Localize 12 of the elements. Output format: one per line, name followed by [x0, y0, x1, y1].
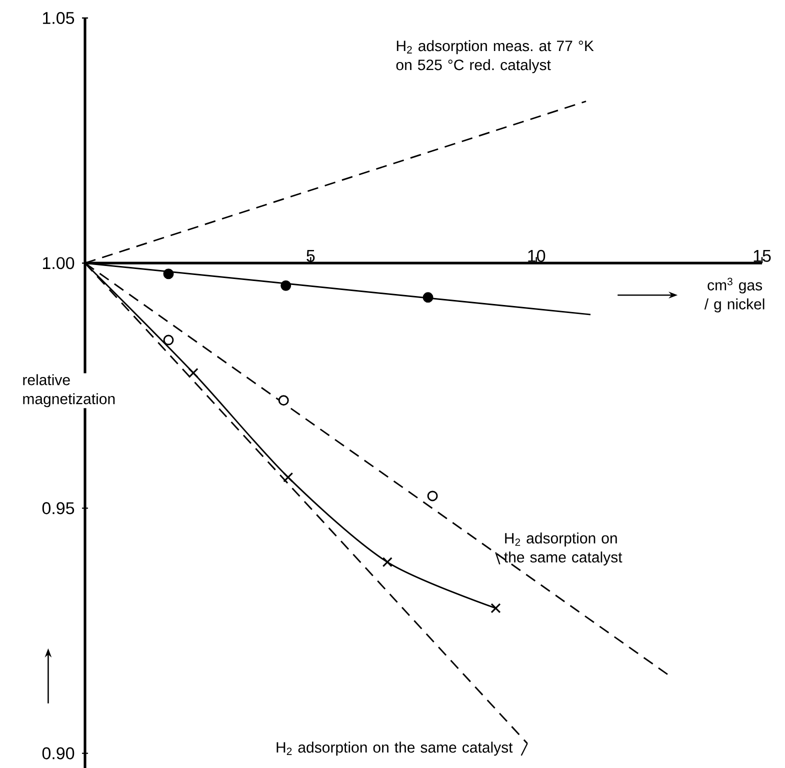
- annotation: H$_{2}$ adsorption meas. at 77 °K on 525 °C red. catalyst: [396, 40, 594, 74]
- x-tick-label: 15: [754, 250, 771, 262]
- x-axis-title: cm$^{3}$ gas / g nickel: [704, 278, 764, 312]
- annotation: H$_{2}$ adsorption on the same catalyst: [504, 532, 622, 566]
- annotation: H$_{2}$ adsorption on the same catalyst: [276, 742, 513, 756]
- y-tick-label: 0.95: [42, 502, 74, 514]
- y-tick-label: 1.05: [43, 12, 74, 24]
- y-tick-label: 1.00: [43, 257, 74, 270]
- y-tick-label: 0.90: [42, 747, 74, 760]
- x-tick-label: 10: [528, 250, 546, 262]
- x-tick-label: 5: [306, 250, 315, 262]
- y-axis-title: relative magnetization: [23, 374, 115, 408]
